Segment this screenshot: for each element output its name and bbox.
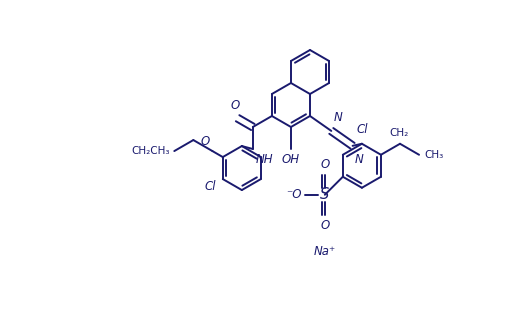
Text: N: N <box>355 153 363 166</box>
Text: O: O <box>320 158 329 171</box>
Text: CH₂CH₃: CH₂CH₃ <box>132 146 170 156</box>
Text: N: N <box>333 111 342 124</box>
Text: O: O <box>231 99 240 112</box>
Text: Cl: Cl <box>356 123 368 136</box>
Text: ⁻O: ⁻O <box>286 188 302 201</box>
Text: Na⁺: Na⁺ <box>313 245 336 258</box>
Text: Cl: Cl <box>205 179 216 193</box>
Text: CH₃: CH₃ <box>424 150 443 160</box>
Text: CH₂: CH₂ <box>389 128 409 138</box>
Text: S: S <box>320 187 329 202</box>
Text: O: O <box>200 135 209 148</box>
Text: NH: NH <box>256 153 274 166</box>
Text: OH: OH <box>282 153 300 166</box>
Text: O: O <box>320 219 329 232</box>
